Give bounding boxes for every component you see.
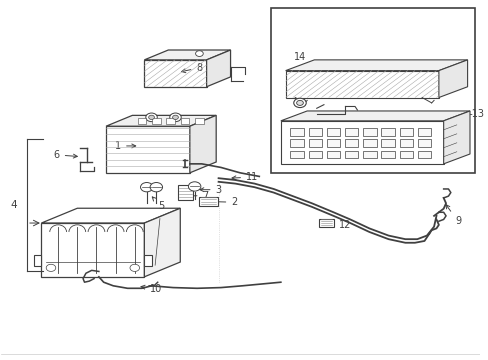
Bar	[326, 150, 340, 158]
Text: 6: 6	[54, 150, 77, 160]
Text: 1: 1	[115, 141, 136, 151]
Text: 9: 9	[445, 204, 460, 226]
Text: —13: —13	[462, 109, 484, 119]
Bar	[326, 128, 340, 135]
Bar	[326, 139, 340, 147]
Circle shape	[293, 98, 305, 108]
Bar	[290, 128, 303, 135]
Circle shape	[172, 115, 178, 120]
Bar	[345, 150, 358, 158]
Text: 3: 3	[200, 185, 221, 195]
Bar	[137, 118, 146, 124]
Polygon shape	[106, 115, 216, 126]
Polygon shape	[199, 197, 217, 206]
Text: 12: 12	[324, 220, 351, 230]
Bar	[345, 139, 358, 147]
Polygon shape	[106, 126, 189, 173]
Polygon shape	[144, 50, 230, 60]
Polygon shape	[285, 71, 438, 98]
Polygon shape	[189, 115, 216, 173]
Bar	[381, 150, 394, 158]
Polygon shape	[285, 60, 467, 71]
Text: 2: 2	[212, 197, 237, 207]
Bar	[181, 118, 189, 124]
Polygon shape	[280, 111, 469, 121]
Text: 11: 11	[231, 172, 258, 182]
Bar	[152, 118, 161, 124]
Circle shape	[148, 115, 154, 120]
Text: 10: 10	[141, 284, 162, 294]
Text: 7: 7	[188, 191, 208, 201]
Polygon shape	[144, 60, 206, 87]
Bar	[399, 128, 412, 135]
Circle shape	[140, 183, 153, 192]
Bar	[399, 139, 412, 147]
Bar	[308, 128, 322, 135]
Circle shape	[130, 264, 139, 271]
Circle shape	[145, 113, 157, 122]
Polygon shape	[144, 255, 151, 266]
Bar	[381, 139, 394, 147]
Bar	[308, 150, 322, 158]
Circle shape	[195, 51, 203, 57]
Bar	[363, 150, 376, 158]
Polygon shape	[438, 60, 467, 98]
Bar	[166, 118, 175, 124]
Bar	[399, 150, 412, 158]
Circle shape	[188, 182, 201, 191]
Polygon shape	[443, 111, 469, 164]
Text: 8: 8	[181, 63, 202, 73]
Bar	[363, 128, 376, 135]
Polygon shape	[206, 50, 230, 87]
Bar	[417, 150, 430, 158]
Polygon shape	[41, 223, 144, 277]
Polygon shape	[280, 121, 443, 164]
Bar	[417, 128, 430, 135]
Bar	[271, 8, 474, 173]
Bar	[290, 139, 303, 147]
Polygon shape	[319, 219, 333, 226]
Text: 5: 5	[152, 197, 164, 211]
Circle shape	[169, 113, 181, 122]
Text: 4: 4	[11, 200, 18, 210]
Bar	[417, 139, 430, 147]
Circle shape	[46, 264, 56, 271]
Polygon shape	[144, 208, 180, 277]
Polygon shape	[178, 185, 193, 200]
Bar	[290, 150, 303, 158]
Circle shape	[150, 183, 162, 192]
Circle shape	[296, 100, 303, 105]
Bar	[345, 128, 358, 135]
Bar	[308, 139, 322, 147]
Bar	[363, 139, 376, 147]
Text: 14: 14	[293, 52, 305, 99]
Bar	[195, 118, 203, 124]
Polygon shape	[34, 255, 41, 266]
Bar	[381, 128, 394, 135]
